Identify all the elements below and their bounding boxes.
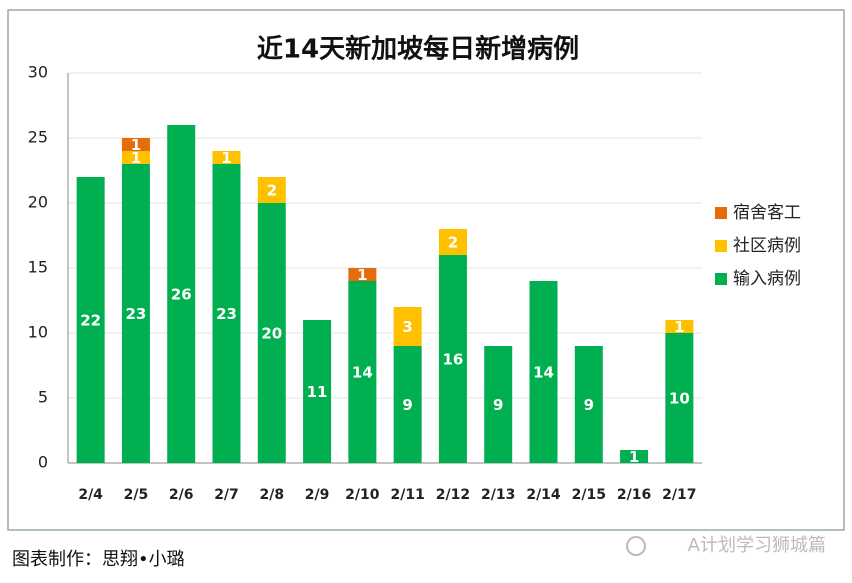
x-tick-label: 2/8 (259, 487, 284, 503)
bar-segment (438, 255, 467, 463)
value-label: 2 (448, 234, 458, 252)
caption: 图表制作：思翔•小璐 (12, 549, 185, 570)
value-label: 23 (216, 305, 237, 323)
bar-segment (121, 138, 150, 151)
y-tick-label: 10 (28, 323, 48, 342)
bar-segment (167, 125, 196, 463)
x-tick-label: 2/6 (169, 487, 194, 503)
x-tick-label: 2/4 (78, 487, 103, 503)
legend-label: 输入病例 (733, 269, 801, 289)
bar-segment (438, 229, 467, 255)
value-label: 1 (674, 318, 684, 336)
value-label: 16 (442, 351, 463, 369)
x-tick-label: 2/7 (214, 487, 239, 503)
value-label: 1 (221, 149, 231, 167)
value-label: 9 (402, 396, 412, 414)
bar-segment (620, 450, 649, 463)
y-tick-label: 0 (38, 453, 48, 472)
y-tick-label: 5 (38, 388, 48, 407)
x-tick-label: 2/9 (305, 487, 330, 503)
value-label: 10 (669, 390, 690, 408)
y-tick-label: 15 (28, 258, 48, 277)
x-tick-label: 2/16 (617, 487, 651, 503)
value-label: 14 (533, 364, 554, 382)
value-label: 1 (357, 266, 367, 284)
value-label: 14 (352, 364, 373, 382)
legend-label: 宿舍客工 (733, 203, 801, 223)
bar-segment (212, 164, 241, 463)
value-label: 20 (261, 325, 282, 343)
bar-segment (348, 281, 377, 463)
bar-segment (212, 151, 241, 164)
watermark-icon (626, 536, 646, 556)
bar-segment (303, 320, 332, 463)
value-label: 1 (131, 136, 141, 154)
bar-segment (393, 346, 422, 463)
x-tick-label: 2/10 (345, 487, 380, 503)
x-tick-label: 2/5 (124, 487, 149, 503)
y-tick-label: 25 (28, 128, 48, 147)
bar-segment (393, 307, 422, 346)
value-label: 22 (80, 312, 101, 330)
bar-segment (665, 320, 694, 333)
y-tick-label: 30 (28, 63, 48, 82)
bar-segment (257, 177, 286, 203)
bar-segment (121, 164, 150, 463)
bar-segment (76, 177, 105, 463)
legend-label: 社区病例 (733, 236, 801, 256)
y-tick-label: 20 (28, 193, 48, 212)
value-label: 11 (307, 383, 328, 401)
legend-swatch (715, 273, 727, 285)
value-label: 2 (267, 182, 277, 200)
bar-segment (484, 346, 513, 463)
x-tick-label: 2/17 (662, 487, 696, 503)
bar-segment (348, 268, 377, 281)
x-tick-label: 2/14 (526, 487, 561, 503)
value-label: 9 (493, 396, 503, 414)
watermark: A计划学习狮城篇 (688, 535, 826, 556)
value-label: 1 (131, 149, 141, 167)
legend-swatch (715, 240, 727, 252)
x-tick-label: 2/12 (436, 487, 470, 503)
bar-segment (257, 203, 286, 463)
x-tick-label: 2/11 (390, 487, 424, 503)
value-label: 1 (629, 448, 639, 466)
chart-title: 近14天新加坡每日新增病例 (257, 34, 579, 65)
bar-segment (529, 281, 558, 463)
bar-segment (574, 346, 603, 463)
bar-segment (665, 333, 694, 463)
value-label: 23 (125, 305, 146, 323)
legend-swatch (715, 207, 727, 219)
x-tick-label: 2/13 (481, 487, 515, 503)
value-label: 26 (171, 286, 192, 304)
value-label: 3 (402, 318, 412, 336)
x-tick-label: 2/15 (572, 487, 606, 503)
value-label: 9 (584, 396, 594, 414)
bar-segment (121, 151, 150, 164)
